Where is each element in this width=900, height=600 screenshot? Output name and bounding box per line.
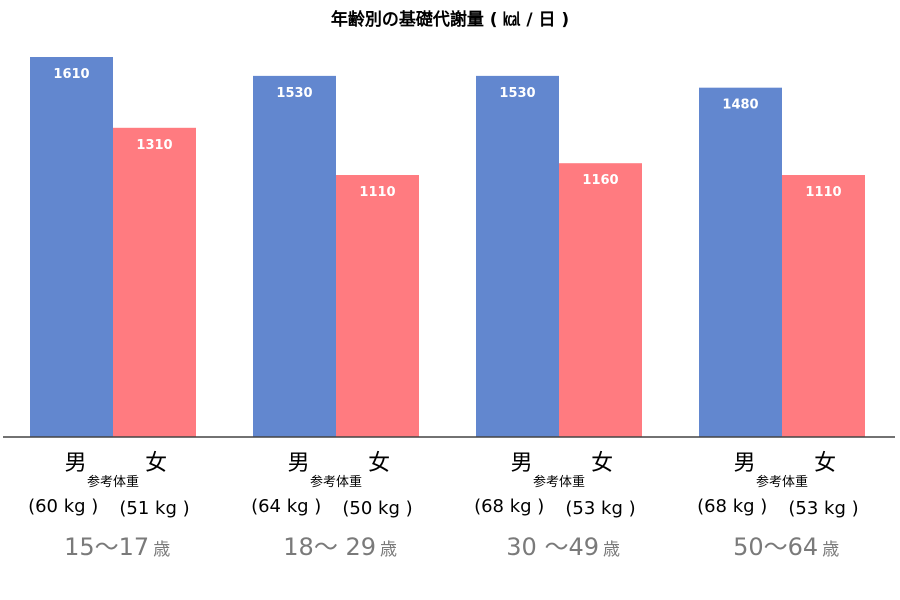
bar-value-label: 1530 bbox=[276, 86, 312, 101]
bar-male-1 bbox=[253, 75, 336, 437]
reference-weight-label: 参考体重 bbox=[533, 474, 585, 490]
bar-value-label: 1530 bbox=[499, 86, 535, 101]
weight-label-male: (60 kg ) bbox=[28, 496, 98, 517]
chart-title: 年齢別の基礎代謝量 ( ㎉ / 日 ) bbox=[331, 9, 569, 30]
age-group-label: 30 ～49 歳 bbox=[506, 533, 620, 561]
age-group-label: 50～64 歳 bbox=[733, 533, 839, 561]
bar-male-3 bbox=[699, 87, 782, 437]
sex-label-male: 男 bbox=[511, 451, 533, 476]
weight-label-female: (53 kg ) bbox=[565, 498, 635, 519]
age-group-label: 15～17 歳 bbox=[64, 533, 170, 561]
bar-female-0 bbox=[113, 127, 196, 437]
reference-weight-label: 参考体重 bbox=[756, 474, 808, 490]
reference-weight-label: 参考体重 bbox=[310, 474, 362, 490]
bar-male-2 bbox=[476, 75, 559, 437]
sex-label-female: 女 bbox=[814, 451, 836, 476]
sex-label-male: 男 bbox=[734, 451, 756, 476]
bar-male-0 bbox=[30, 57, 113, 437]
weight-label-female: (50 kg ) bbox=[342, 498, 412, 519]
sex-label-female: 女 bbox=[591, 451, 613, 476]
sex-label-female: 女 bbox=[145, 451, 167, 476]
bars-group bbox=[30, 57, 865, 437]
weight-label-male: (68 kg ) bbox=[474, 496, 544, 517]
bar-value-label: 1480 bbox=[722, 98, 758, 113]
bar-value-label: 1160 bbox=[582, 173, 618, 188]
bar-female-1 bbox=[336, 175, 419, 437]
age-group-label: 18～ 29 歳 bbox=[283, 533, 397, 561]
sex-label-male: 男 bbox=[288, 451, 310, 476]
bar-value-label: 1110 bbox=[805, 185, 841, 200]
bar-female-3 bbox=[782, 175, 865, 437]
bar-female-2 bbox=[559, 163, 642, 437]
bar-value-label: 1610 bbox=[53, 67, 89, 82]
weight-label-female: (53 kg ) bbox=[788, 498, 858, 519]
bar-value-label: 1110 bbox=[359, 185, 395, 200]
weight-label-female: (51 kg ) bbox=[119, 498, 189, 519]
weight-label-male: (68 kg ) bbox=[697, 496, 767, 517]
reference-weight-label: 参考体重 bbox=[87, 474, 139, 490]
weight-label-male: (64 kg ) bbox=[251, 496, 321, 517]
sex-label-female: 女 bbox=[368, 451, 390, 476]
bar-value-label: 1310 bbox=[136, 138, 172, 153]
sex-label-male: 男 bbox=[65, 451, 87, 476]
